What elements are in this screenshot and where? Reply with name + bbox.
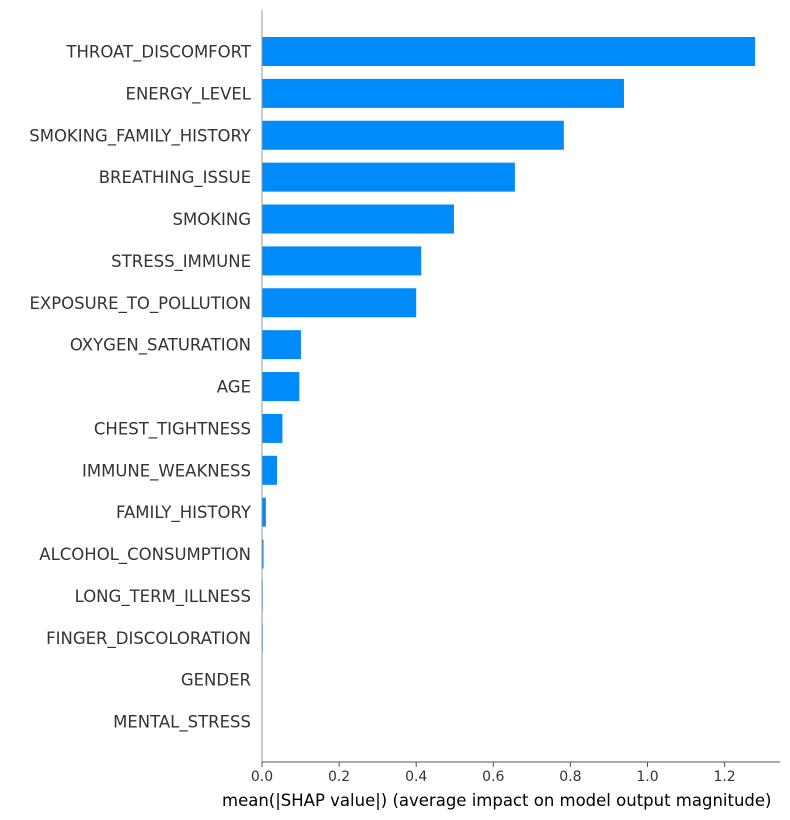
bar-exposure-to-pollution bbox=[262, 288, 417, 318]
bar-stress-immune bbox=[262, 246, 422, 276]
bar-family-history bbox=[262, 497, 266, 527]
bar-breathing-issue bbox=[262, 162, 515, 192]
y-label-breathing-issue: BREATHING_ISSUE bbox=[99, 168, 251, 188]
y-label-smoking: SMOKING bbox=[172, 210, 251, 229]
bar-alcohol-consumption bbox=[262, 539, 264, 569]
bar-energy-level bbox=[262, 78, 624, 108]
bar-throat-discomfort bbox=[262, 37, 756, 66]
bar-oxygen-saturation bbox=[262, 330, 301, 360]
bar-chest-tightness bbox=[262, 413, 283, 443]
y-label-alcohol-consumption: ALCOHOL_CONSUMPTION bbox=[39, 545, 251, 565]
y-label-immune-weakness: IMMUNE_WEAKNESS bbox=[82, 461, 251, 481]
x-tick-label: 0.8 bbox=[559, 769, 581, 785]
y-label-finger-discoloration: FINGER_DISCOLORATION bbox=[46, 629, 251, 649]
y-label-gender: GENDER bbox=[181, 671, 251, 690]
bar-immune-weakness bbox=[262, 455, 278, 485]
y-label-long-term-illness: LONG_TERM_ILLNESS bbox=[75, 587, 251, 607]
bar-smoking bbox=[262, 204, 454, 234]
x-tick-label: 0.6 bbox=[482, 769, 504, 785]
y-label-throat-discomfort: THROAT_DISCOMFORT bbox=[65, 43, 252, 63]
x-tick-label: 0.2 bbox=[328, 769, 350, 785]
y-label-stress-immune: STRESS_IMMUNE bbox=[111, 252, 251, 272]
x-tick-label: 1.0 bbox=[636, 769, 658, 785]
y-label-smoking-family-history: SMOKING_FAMILY_HISTORY bbox=[29, 126, 252, 146]
y-label-chest-tightness: CHEST_TIGHTNESS bbox=[94, 419, 251, 439]
y-labels-group: THROAT_DISCOMFORT ENERGY_LEVEL SMOKING_FAM… bbox=[29, 43, 252, 733]
bar-age bbox=[262, 372, 300, 402]
y-label-exposure-to-pollution: EXPOSURE_TO_POLLUTION bbox=[29, 294, 251, 314]
y-label-energy-level: ENERGY_LEVEL bbox=[126, 84, 252, 104]
bars-group bbox=[262, 37, 756, 653]
x-tick-label: 0.4 bbox=[405, 769, 427, 785]
y-label-age: AGE bbox=[217, 378, 251, 397]
x-ticks-group: 0.0 0.2 0.4 0.6 0.8 1.0 1.2 bbox=[251, 762, 736, 785]
x-tick-label: 0.0 bbox=[251, 769, 273, 785]
bar-smoking-family-history bbox=[262, 120, 564, 150]
y-label-mental-stress: MENTAL_STRESS bbox=[113, 713, 251, 733]
y-label-oxygen-saturation: OXYGEN_SATURATION bbox=[70, 336, 251, 356]
x-axis-label: mean(|SHAP value|) (average impact on mo… bbox=[222, 791, 772, 810]
x-tick-label: 1.2 bbox=[713, 769, 735, 785]
y-label-family-history: FAMILY_HISTORY bbox=[116, 503, 252, 523]
